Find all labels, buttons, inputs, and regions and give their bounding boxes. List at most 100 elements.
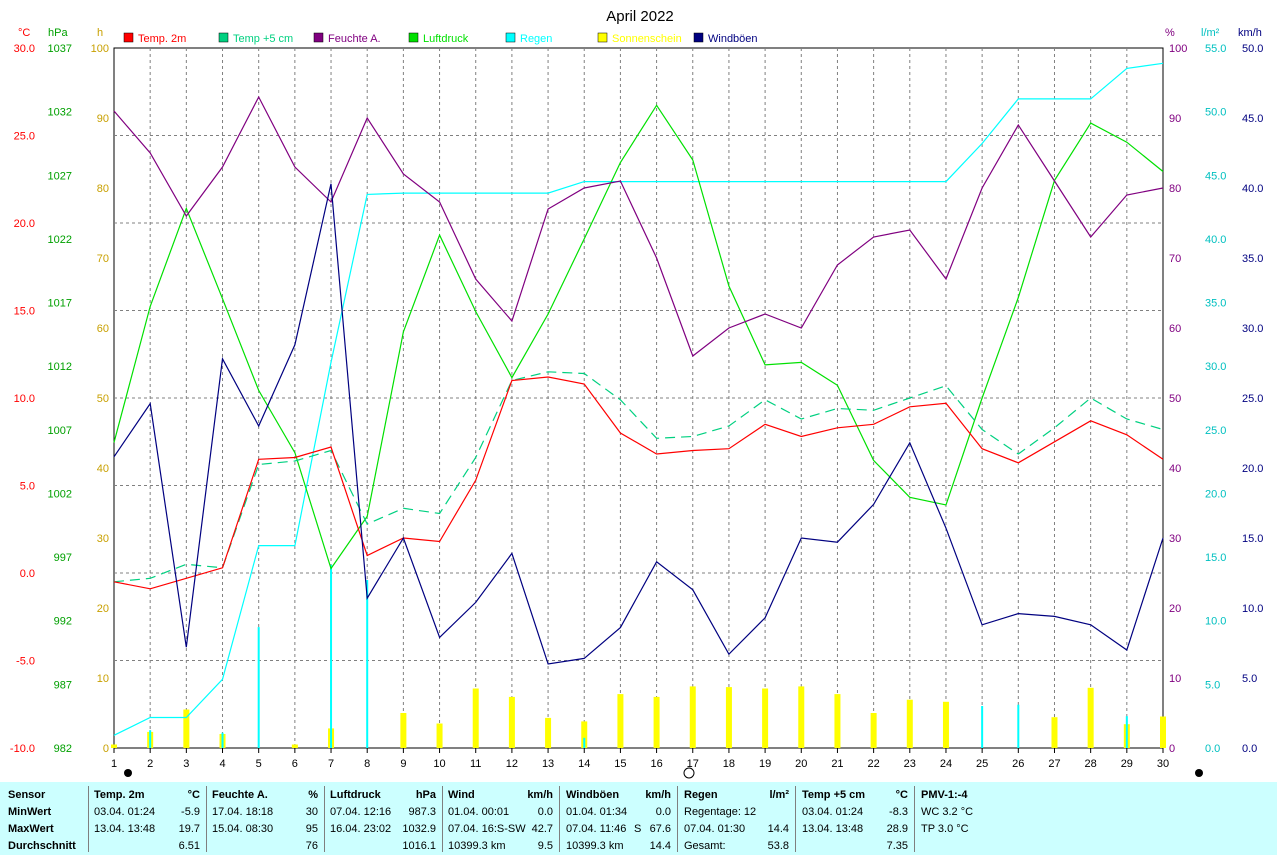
legend-label: Regen [520, 33, 552, 45]
sunshine-bar [725, 687, 732, 748]
moon-phase-icons [124, 767, 1203, 779]
gust-min: 0.0 [655, 806, 671, 818]
sun-tick-label: 90 [97, 113, 109, 125]
x-tick-label: 15 [614, 758, 626, 770]
legend-label: Sonnenschein [612, 33, 682, 45]
gust-min-time: 01.04. 01:34 [566, 806, 628, 818]
temp2m-max-time: 13.04. 13:48 [94, 823, 156, 835]
x-tick-label: 25 [976, 758, 988, 770]
legend-swatch [408, 32, 419, 43]
x-tick-label: 18 [723, 758, 735, 770]
gust-total: 10399.3 km [566, 840, 624, 852]
rain-total-label: Gesamt: [684, 840, 726, 852]
sun-tick-label: 80 [97, 183, 109, 195]
sensor-title: Sensor [8, 789, 46, 801]
t5-max-time: 13.04. 13:48 [802, 823, 864, 835]
pmv-wc: WC 3.2 °C [921, 806, 974, 818]
x-tick-label: 4 [219, 758, 225, 770]
weather-chart: April 2022 Temp. 2m Temp +5 cm Feuchte A. L… [10, 8, 1263, 779]
hum-tick-label: 60 [1169, 323, 1181, 335]
rain-tick-label: 25.0 [1205, 425, 1226, 437]
rain-total: 53.8 [767, 840, 789, 852]
sunshine-bar [834, 694, 841, 748]
rain-title: Regen [684, 789, 718, 801]
wind-total: 10399.3 km [448, 840, 506, 852]
legend-swatch [597, 32, 608, 43]
hum-tick-label: 70 [1169, 253, 1181, 265]
legend-label: Feuchte A. [328, 33, 381, 45]
rain-tick-label: 20.0 [1205, 488, 1226, 500]
x-tick-label: 6 [292, 758, 298, 770]
sunshine-bar [111, 744, 117, 748]
x-tick-label: 23 [904, 758, 916, 770]
pres-max-time: 16.04. 23:02 [330, 823, 392, 835]
divider [324, 786, 325, 852]
wind-tick-label: 30.0 [1242, 323, 1263, 335]
stats-pressure: Luftdruck hPa 07.04. 12:16 987.3 16.04. … [330, 782, 436, 855]
pmv-title: PMV-1:-4 [921, 789, 968, 801]
hum-tick-label: 10 [1169, 673, 1181, 685]
pres-tick-label: 1037 [48, 43, 72, 55]
series-line-feuchte-a- [113, 95, 1164, 357]
x-tick-label: 22 [867, 758, 879, 770]
gust-title: Windböen [566, 789, 620, 801]
divider [559, 786, 560, 852]
sunshine-bar [942, 701, 949, 748]
sunshine-bar [617, 694, 624, 748]
sunshine-bar [400, 713, 407, 748]
rain-tick-label: 40.0 [1205, 234, 1226, 246]
pres-tick-label: 1027 [48, 170, 72, 182]
pres-tick-label: 982 [54, 743, 72, 755]
x-tick-label: 1 [111, 758, 117, 770]
legend-swatch [218, 32, 229, 43]
x-tick-label: 26 [1012, 758, 1024, 770]
sunshine-bar [545, 717, 552, 748]
wind-min: 0.0 [537, 806, 553, 818]
series-lines [113, 62, 1164, 736]
wind-tick-label: 0.0 [1242, 743, 1257, 755]
stats-wind: Wind km/h 01.04. 00:01 0.0 07.04. 16:S-S… [448, 782, 553, 855]
wind-tick-label: 20.0 [1242, 463, 1263, 475]
stats-temp2m: Temp. 2m °C 03.04. 01:24 -5.9 13.04. 13:… [94, 782, 200, 855]
pres-tick-label: 1007 [48, 425, 72, 437]
hum-max: 95 [305, 823, 318, 835]
stats-sensor: Sensor MinWert MaxWert Durchschnitt [8, 782, 88, 855]
wind-avg: 9.5 [537, 840, 553, 852]
x-tick-label: 28 [1085, 758, 1097, 770]
gust-max-time: 07.04. 11:46 [566, 823, 627, 835]
min-label: MinWert [8, 806, 52, 818]
temp2m-max: 19.7 [178, 823, 200, 835]
wind-min-time: 01.04. 00:01 [448, 806, 510, 818]
temp-tick-label: 10.0 [14, 393, 35, 405]
t5-unit: °C [895, 789, 908, 801]
temp-tick-label: -5.0 [16, 656, 35, 668]
rain-tick-label: 55.0 [1205, 43, 1226, 55]
pmv-tp: TP 3.0 °C [921, 823, 969, 835]
legend-swatch [505, 32, 516, 43]
sun-tick-label: 40 [97, 463, 109, 475]
series-line-temp-2m [113, 376, 1164, 590]
rain-days: Regentage: 12 [684, 806, 757, 818]
sunshine-bar [689, 686, 696, 748]
chart-legend: Temp. 2m Temp +5 cm Feuchte A. Luftdruck Reg… [123, 32, 758, 45]
legend-swatch [693, 32, 704, 43]
sun-tick-label: 10 [97, 673, 109, 685]
x-tick-label: 30 [1157, 758, 1169, 770]
sun-tick-label: 30 [97, 533, 109, 545]
sun-tick-label: 100 [91, 43, 109, 55]
stats-temp5cm: Temp +5 cm °C 03.04. 01:24 -8.3 13.04. 1… [802, 782, 908, 855]
stats-gust: Windböen km/h 01.04. 01:34 0.0 07.04. 11… [566, 782, 671, 855]
hum-tick-label: 50 [1169, 393, 1181, 405]
pres-avg: 1016.1 [402, 840, 436, 852]
rain-tick-label: 30.0 [1205, 361, 1226, 373]
hum-tick-label: 20 [1169, 603, 1181, 615]
hum-max-time: 15.04. 08:30 [212, 823, 274, 835]
axis-units: °C hPa h% l/m² km/h [18, 27, 1262, 39]
wind-tick-label: 10.0 [1242, 603, 1263, 615]
wind-tick-label: 15.0 [1242, 533, 1263, 545]
rain-bar [149, 730, 152, 748]
rain-axis-unit: l/m² [1201, 27, 1220, 39]
t5-title: Temp +5 cm [802, 789, 866, 801]
legend-label: Luftdruck [423, 33, 469, 45]
wind-max-time: 07.04. 16:S-SW [448, 823, 526, 835]
